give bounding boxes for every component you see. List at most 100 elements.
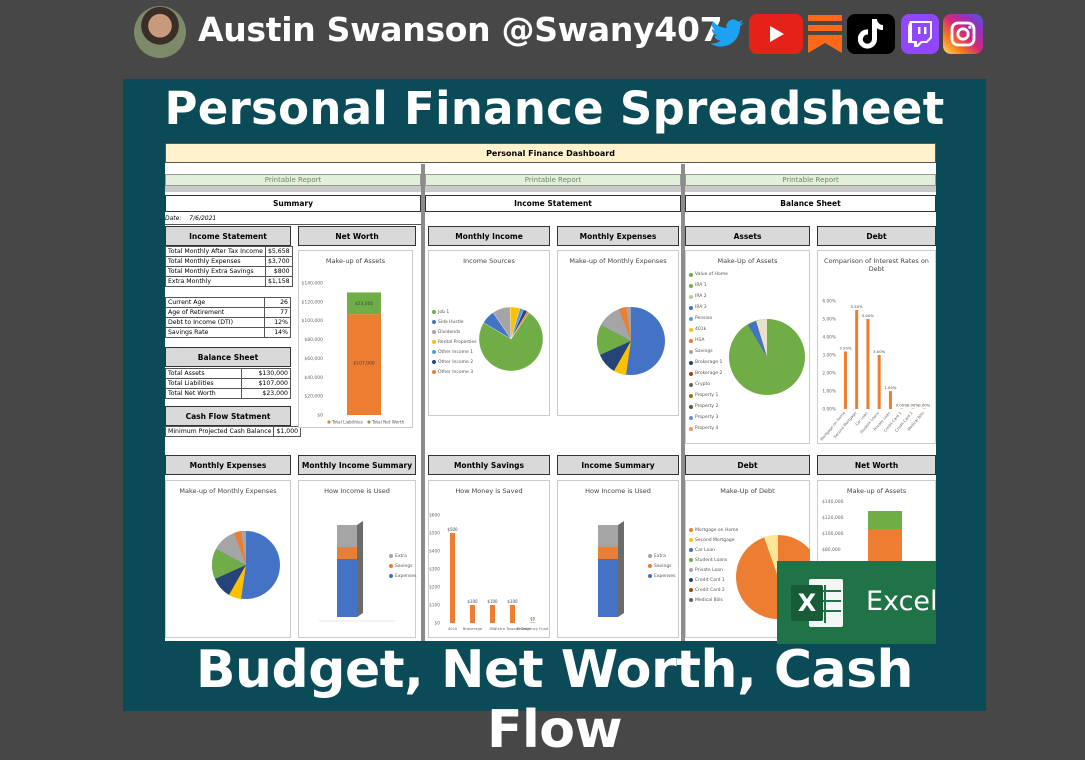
data-label: $23,000 [355,301,374,307]
bar-emergency-fund [530,623,535,624]
net-worth-bar-chart: $0$20,000$40,000$60,000$80,000$100,000$1… [299,265,412,425]
legend-item: IRA 1 [689,280,728,291]
legend-item: Credit Card 1 [689,575,738,585]
legend-item: Job 1 [432,307,477,317]
bar-401k [450,533,455,623]
monthly-income-header: Monthly Income [428,226,550,246]
excel-label: Excel [866,586,938,617]
printable-report-link-2[interactable]: Printable Report [425,174,681,186]
tick-label: $300 [429,567,440,573]
legend-item: Credit Card 2 [689,585,738,595]
summary-income-statement-header: Income Statement [165,226,291,246]
svg-text:$120,000: $120,000 [822,515,844,521]
income-summary-header: Income Summary [557,455,679,475]
section-summary: Summary [165,195,421,212]
data-label: 3.20% [839,345,851,350]
bar-brokerage [470,605,475,623]
net-worth-chart-2: Make-up of Assets $140,000 $120,000 $100… [817,480,936,562]
legend-item: Pension [689,313,728,324]
legend-item: Property 2 [689,401,728,412]
money-saved-chart: How Money is Saved $0$100$200$300$400$50… [428,480,550,638]
monthly-income-summary-header: Monthly Income Summary [298,455,416,475]
chart-title: How Income is Used [558,487,678,495]
data-label: $107,000 [353,361,375,367]
svg-text:$140,000: $140,000 [822,499,844,505]
page-subtitle: Budget, Net Worth, Cash Flow [123,640,986,760]
summary-balance-sheet-header: Balance Sheet [165,347,291,367]
debt-header-2: Debt [685,455,810,475]
legend-item: Brokerage 1 [689,357,728,368]
data-label: $100 [467,599,478,604]
legend-item: Other Income 3 [432,367,477,377]
chart-title: Make-up of Monthly Expenses [558,257,678,265]
tick-label: $400 [429,549,440,555]
substack-icon[interactable] [807,14,843,54]
legend-item: Property 4 [689,423,728,434]
x-tick-label: Brokerage [463,626,483,631]
tick-label: $120,000 [302,299,324,305]
column-separator [421,164,425,641]
bar-second-mortgage [855,310,858,409]
table-row: Extra Monthly$1,158 [166,277,293,287]
legend-item: IRA 3 [689,302,728,313]
table-row: Minimum Projected Cash Balance$1,000 [166,427,301,437]
twitch-icon[interactable] [901,14,939,54]
income-pie-chart [473,277,549,397]
legend-item: Crypto [689,379,728,390]
bar-private-loan [889,391,892,409]
net-worth-bar-chart-2: $140,000 $120,000 $100,000 $80,000 [820,497,934,561]
bar-mortgage-on-home [844,351,847,409]
debt-rates-chart: Comparison of Interest Rates on Debt 0.0… [817,250,936,444]
legend-label: Total Net Worth [371,420,405,425]
chart-title: Make-Up of Debt [686,487,809,495]
data-label: $0 [530,617,536,622]
tick-label: $140,000 [302,281,324,287]
printable-report-link-1[interactable]: Printable Report [165,174,421,186]
tiktok-icon[interactable] [847,14,895,54]
tick-label: 1.00% [822,389,836,395]
bar-ira [490,605,495,623]
expenses-pie-chart-2 [202,509,288,627]
net-worth-header: Net Worth [298,226,416,246]
x-tick-label: 401k [448,626,458,631]
legend-item: Side Hustle [432,317,477,327]
section-balance-sheet: Balance Sheet [685,195,936,212]
bar-student-loans [878,355,881,409]
header-divider [165,186,936,192]
avatar [134,6,186,58]
tick-label: $0 [435,621,441,627]
legend-item: Value of Home [689,269,728,280]
svg-text:X: X [798,589,817,617]
bar-extra-toward-debt [510,605,515,623]
legend-label: Total Liabilities [331,420,363,425]
income-used-chart: How Income is Used Extra Savings Expense… [298,480,416,638]
tick-label: $500 [429,531,440,537]
youtube-icon[interactable] [749,14,803,54]
printable-report-link-3[interactable]: Printable Report [685,174,936,186]
legend-item: Property 3 [689,412,728,423]
legend-item: Property 1 [689,390,728,401]
section-income-statement: Income Statement [425,195,681,212]
excel-icon: X [789,575,847,631]
page-title: Personal Finance Spreadsheet [123,82,986,135]
table-row: Total Monthly After Tax Income$5,658 [166,247,293,257]
legend-item: IRA 2 [689,291,728,302]
monthly-expenses-header-2: Monthly Expenses [165,455,291,475]
instagram-icon[interactable] [943,14,983,54]
monthly-expenses-chart-2: Make-up of Monthly Expenses [165,480,291,638]
data-label: 3.00% [873,349,885,354]
monthly-savings-header: Monthly Savings [428,455,550,475]
tick-label: $0 [317,413,323,419]
chart-title: Make-up of Assets [299,257,412,265]
balance-table: Total Assets$130,000 Total Liabilities$1… [165,368,291,399]
legend-item: Brokerage 2 [689,368,728,379]
table-row: Debt to Income (DTI)12% [166,318,291,328]
twitter-icon[interactable] [708,14,746,54]
